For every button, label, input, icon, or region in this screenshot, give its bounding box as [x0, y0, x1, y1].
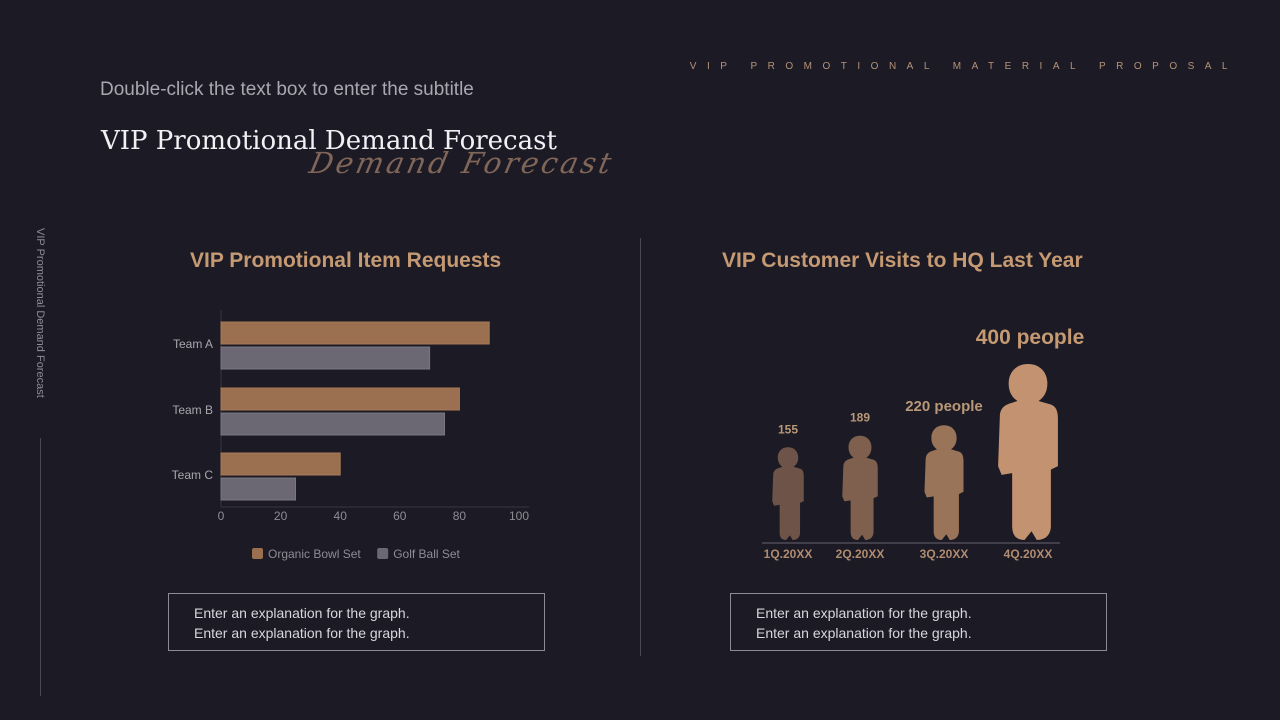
legend-label: Organic Bowl Set: [268, 547, 361, 561]
explanation-line: Enter an explanation for the graph.: [756, 605, 972, 621]
x-tick-label: 100: [509, 509, 529, 523]
bar-golf-ball-set: [220, 412, 445, 436]
x-tick-label: 0: [218, 509, 225, 523]
value-label: 400 people: [976, 326, 1085, 349]
bar-organic-bowl-set: [220, 387, 460, 411]
left-explanation-box[interactable]: Enter an explanation for the graph. Ente…: [168, 593, 545, 651]
value-label: 220 people: [905, 398, 983, 415]
x-tick-label: 60: [393, 509, 407, 523]
legend-label: Golf Ball Set: [393, 547, 460, 561]
category-label: 3Q.20XX: [920, 547, 969, 561]
right-explanation-box[interactable]: Enter an explanation for the graph. Ente…: [730, 593, 1107, 651]
category-label: 4Q.20XX: [1004, 547, 1053, 561]
panel-divider: [640, 238, 641, 656]
category-label: Team C: [172, 468, 214, 482]
x-tick-label: 20: [274, 509, 288, 523]
legend-swatch: [377, 548, 389, 559]
x-tick-label: 80: [453, 509, 467, 523]
subtitle[interactable]: Double-click the text box to enter the s…: [100, 79, 474, 100]
tagline: VIP PROMOTIONAL MATERIAL PROPOSAL: [689, 61, 1238, 72]
legend-swatch: [252, 548, 263, 559]
bar-organic-bowl-set: [220, 321, 490, 345]
person-icon: [842, 435, 878, 540]
bar-golf-ball-set: [220, 346, 431, 370]
category-label: 1Q.20XX: [764, 547, 813, 561]
value-label: 189: [850, 411, 870, 425]
explanation-line: Enter an explanation for the graph.: [194, 605, 410, 621]
explanation-line: Enter an explanation for the graph.: [194, 625, 410, 641]
side-label: VIP Promotional Demand Forecast: [34, 228, 46, 398]
explanation-line: Enter an explanation for the graph.: [756, 625, 972, 641]
bar-golf-ball-set: [220, 477, 296, 501]
right-chart-title: VIP Customer Visits to HQ Last Year: [722, 249, 1083, 272]
bar-organic-bowl-set: [220, 452, 341, 476]
person-icon: [772, 447, 804, 540]
x-tick-label: 40: [334, 509, 348, 523]
value-label: 155: [778, 422, 798, 436]
person-icon: [924, 425, 964, 540]
category-label: 2Q.20XX: [836, 547, 885, 561]
left-chart-title: VIP Promotional Item Requests: [190, 249, 502, 272]
side-divider: [40, 438, 41, 696]
category-label: Team A: [173, 337, 213, 351]
page-title[interactable]: VIP Promotional Demand Forecast: [101, 126, 557, 156]
category-label: Team B: [172, 403, 213, 417]
person-icon: [998, 364, 1058, 540]
